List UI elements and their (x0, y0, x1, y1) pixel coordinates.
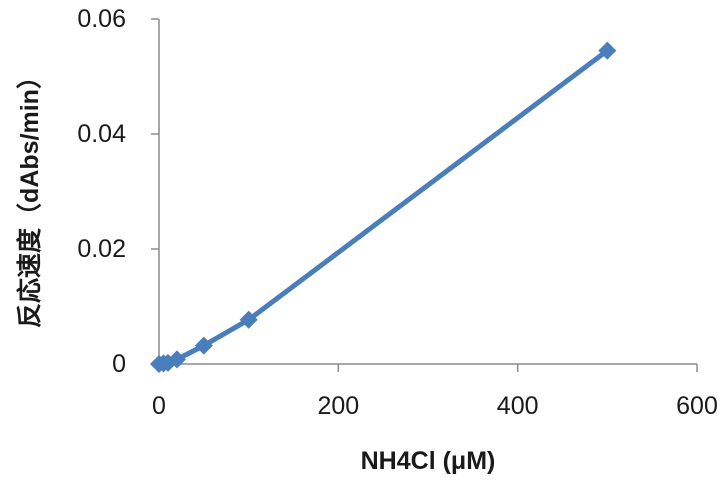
y-tick-label: 0.02 (77, 235, 126, 263)
series-line (156, 48, 610, 367)
data-point-marker (598, 41, 617, 60)
x-ticks: 0 200 400 600 (152, 364, 718, 420)
y-ticks: 0 0.02 0.04 0.06 (77, 5, 159, 378)
x-tick-label: 400 (497, 392, 539, 420)
y-axis-title: 反応速度（dAbs/min） (15, 64, 44, 328)
y-tick-label: 0 (112, 350, 126, 378)
y-tick-label: 0.04 (77, 120, 126, 148)
y-tick-label: 0.06 (77, 5, 126, 33)
data-point-marker (194, 336, 213, 355)
series-layer (150, 41, 617, 373)
x-tick-label: 200 (317, 392, 359, 420)
axes (158, 19, 697, 365)
x-tick-label: 0 (152, 392, 166, 420)
data-point-marker (167, 350, 186, 369)
x-axis-title: NH4Cl (μM) (361, 447, 496, 475)
x-tick-label: 600 (676, 392, 718, 420)
data-point-marker (239, 310, 258, 329)
